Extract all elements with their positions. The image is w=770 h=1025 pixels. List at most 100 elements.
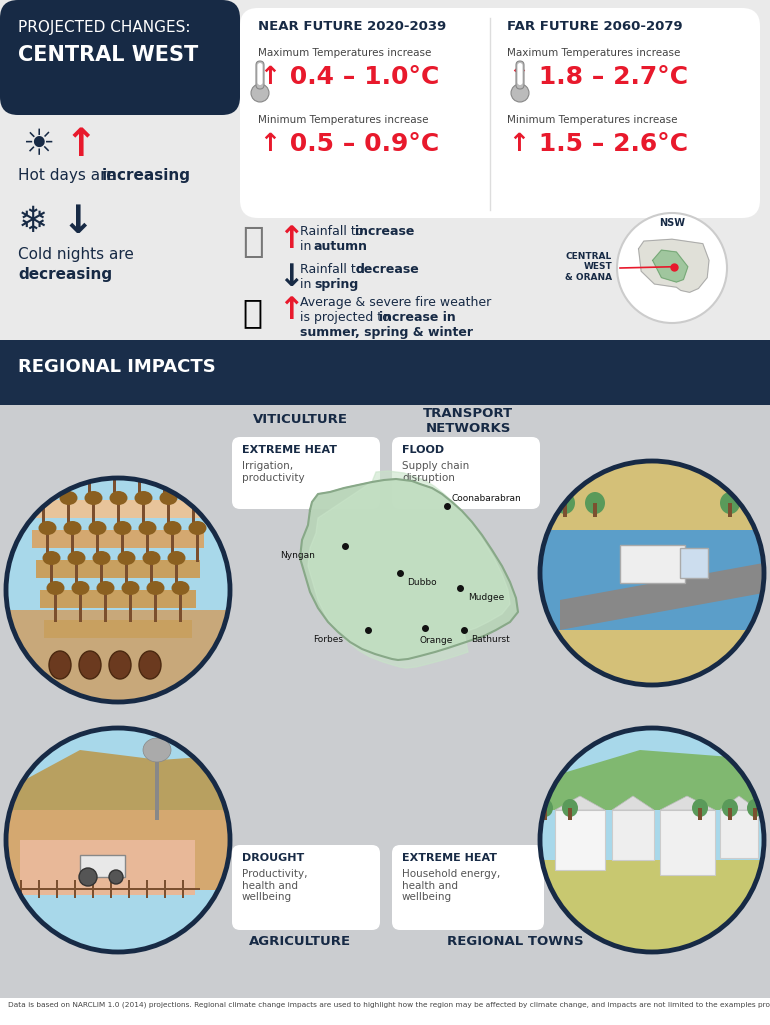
Bar [0, 395, 770, 1004]
Bar [80, 855, 125, 877]
Text: Mudgee: Mudgee [468, 593, 504, 602]
Bar [38, 472, 41, 502]
Text: Supply chain
disruption: Supply chain disruption [402, 461, 469, 483]
Bar [128, 880, 130, 898]
Bar [104, 592, 107, 622]
FancyBboxPatch shape [392, 437, 540, 509]
Ellipse shape [163, 521, 182, 535]
Bar [88, 472, 91, 502]
Text: Hot days are: Hot days are [18, 168, 120, 183]
FancyBboxPatch shape [232, 437, 380, 509]
Bar [0, 998, 770, 1025]
Bar [154, 592, 157, 622]
Bar [32, 530, 204, 548]
FancyBboxPatch shape [256, 62, 264, 89]
Ellipse shape [89, 521, 106, 535]
Bar [753, 808, 757, 820]
Bar [728, 808, 732, 820]
Bar [0, 405, 770, 1004]
Ellipse shape [55, 461, 73, 475]
Bar [163, 472, 166, 502]
Bar [75, 562, 78, 592]
FancyBboxPatch shape [0, 0, 240, 115]
Text: Minimum Temperatures increase: Minimum Temperatures increase [258, 115, 428, 125]
Ellipse shape [156, 461, 173, 475]
Bar [543, 808, 547, 820]
Bar [20, 840, 195, 895]
Text: Rainfall to: Rainfall to [300, 226, 367, 238]
Ellipse shape [122, 581, 139, 594]
Ellipse shape [35, 491, 52, 505]
Ellipse shape [105, 461, 123, 475]
Text: Irrigation,
productivity: Irrigation, productivity [242, 461, 305, 483]
Bar [50, 562, 53, 592]
Polygon shape [560, 560, 770, 630]
Bar [20, 880, 22, 898]
Bar [179, 592, 182, 622]
Ellipse shape [189, 521, 206, 535]
Circle shape [511, 84, 529, 102]
Ellipse shape [42, 551, 61, 565]
Ellipse shape [143, 738, 171, 762]
Text: REGIONAL TOWNS: REGIONAL TOWNS [447, 935, 584, 948]
Ellipse shape [139, 651, 161, 679]
Bar [117, 502, 120, 532]
Text: ↑ 0.4 – 1.0°C: ↑ 0.4 – 1.0°C [260, 65, 440, 89]
Bar [150, 562, 153, 592]
Text: DROUGHT: DROUGHT [242, 853, 304, 863]
Bar [142, 502, 145, 532]
Bar [40, 590, 196, 608]
Ellipse shape [172, 581, 189, 594]
Text: Cold nights are: Cold nights are [18, 247, 134, 262]
Text: CENTRAL
WEST
& ORANA: CENTRAL WEST & ORANA [565, 252, 612, 282]
Ellipse shape [562, 800, 578, 817]
Bar [63, 472, 66, 502]
Bar [540, 860, 770, 960]
Bar [92, 880, 94, 898]
Bar [0, 340, 770, 405]
Bar [620, 545, 685, 583]
Polygon shape [540, 530, 770, 630]
Bar [110, 880, 112, 898]
Text: autumn: autumn [314, 240, 368, 253]
Bar [6, 728, 230, 952]
Bar [540, 870, 770, 910]
FancyBboxPatch shape [517, 63, 523, 85]
Bar [555, 810, 605, 870]
Text: EXTREME HEAT: EXTREME HEAT [242, 445, 337, 455]
Ellipse shape [745, 492, 765, 514]
Bar [54, 592, 57, 622]
Text: PROJECTED CHANGES:: PROJECTED CHANGES: [18, 20, 190, 35]
Bar [138, 472, 141, 502]
Text: summer, spring & winter: summer, spring & winter [300, 326, 473, 339]
Ellipse shape [135, 491, 152, 505]
Ellipse shape [118, 551, 136, 565]
Bar [44, 620, 192, 638]
Polygon shape [555, 796, 605, 810]
Bar [563, 503, 567, 517]
Ellipse shape [49, 651, 71, 679]
Text: in: in [300, 278, 316, 291]
Ellipse shape [139, 521, 156, 535]
Circle shape [79, 868, 97, 886]
Ellipse shape [85, 491, 102, 505]
Ellipse shape [113, 521, 132, 535]
Text: increase: increase [355, 226, 414, 238]
Bar [171, 532, 174, 562]
Text: Maximum Temperatures increase: Maximum Temperatures increase [258, 48, 431, 58]
Text: FLOOD: FLOOD [402, 445, 444, 455]
Circle shape [251, 84, 269, 102]
Text: Orange: Orange [420, 636, 454, 645]
Bar [593, 503, 597, 517]
Polygon shape [300, 479, 518, 660]
Bar [728, 503, 732, 517]
Ellipse shape [68, 551, 85, 565]
Bar [167, 502, 170, 532]
Bar [38, 880, 40, 898]
Bar [92, 502, 95, 532]
Bar [540, 728, 764, 952]
Bar [196, 532, 199, 562]
Bar [175, 562, 178, 592]
Bar [612, 810, 654, 860]
Ellipse shape [72, 581, 89, 594]
